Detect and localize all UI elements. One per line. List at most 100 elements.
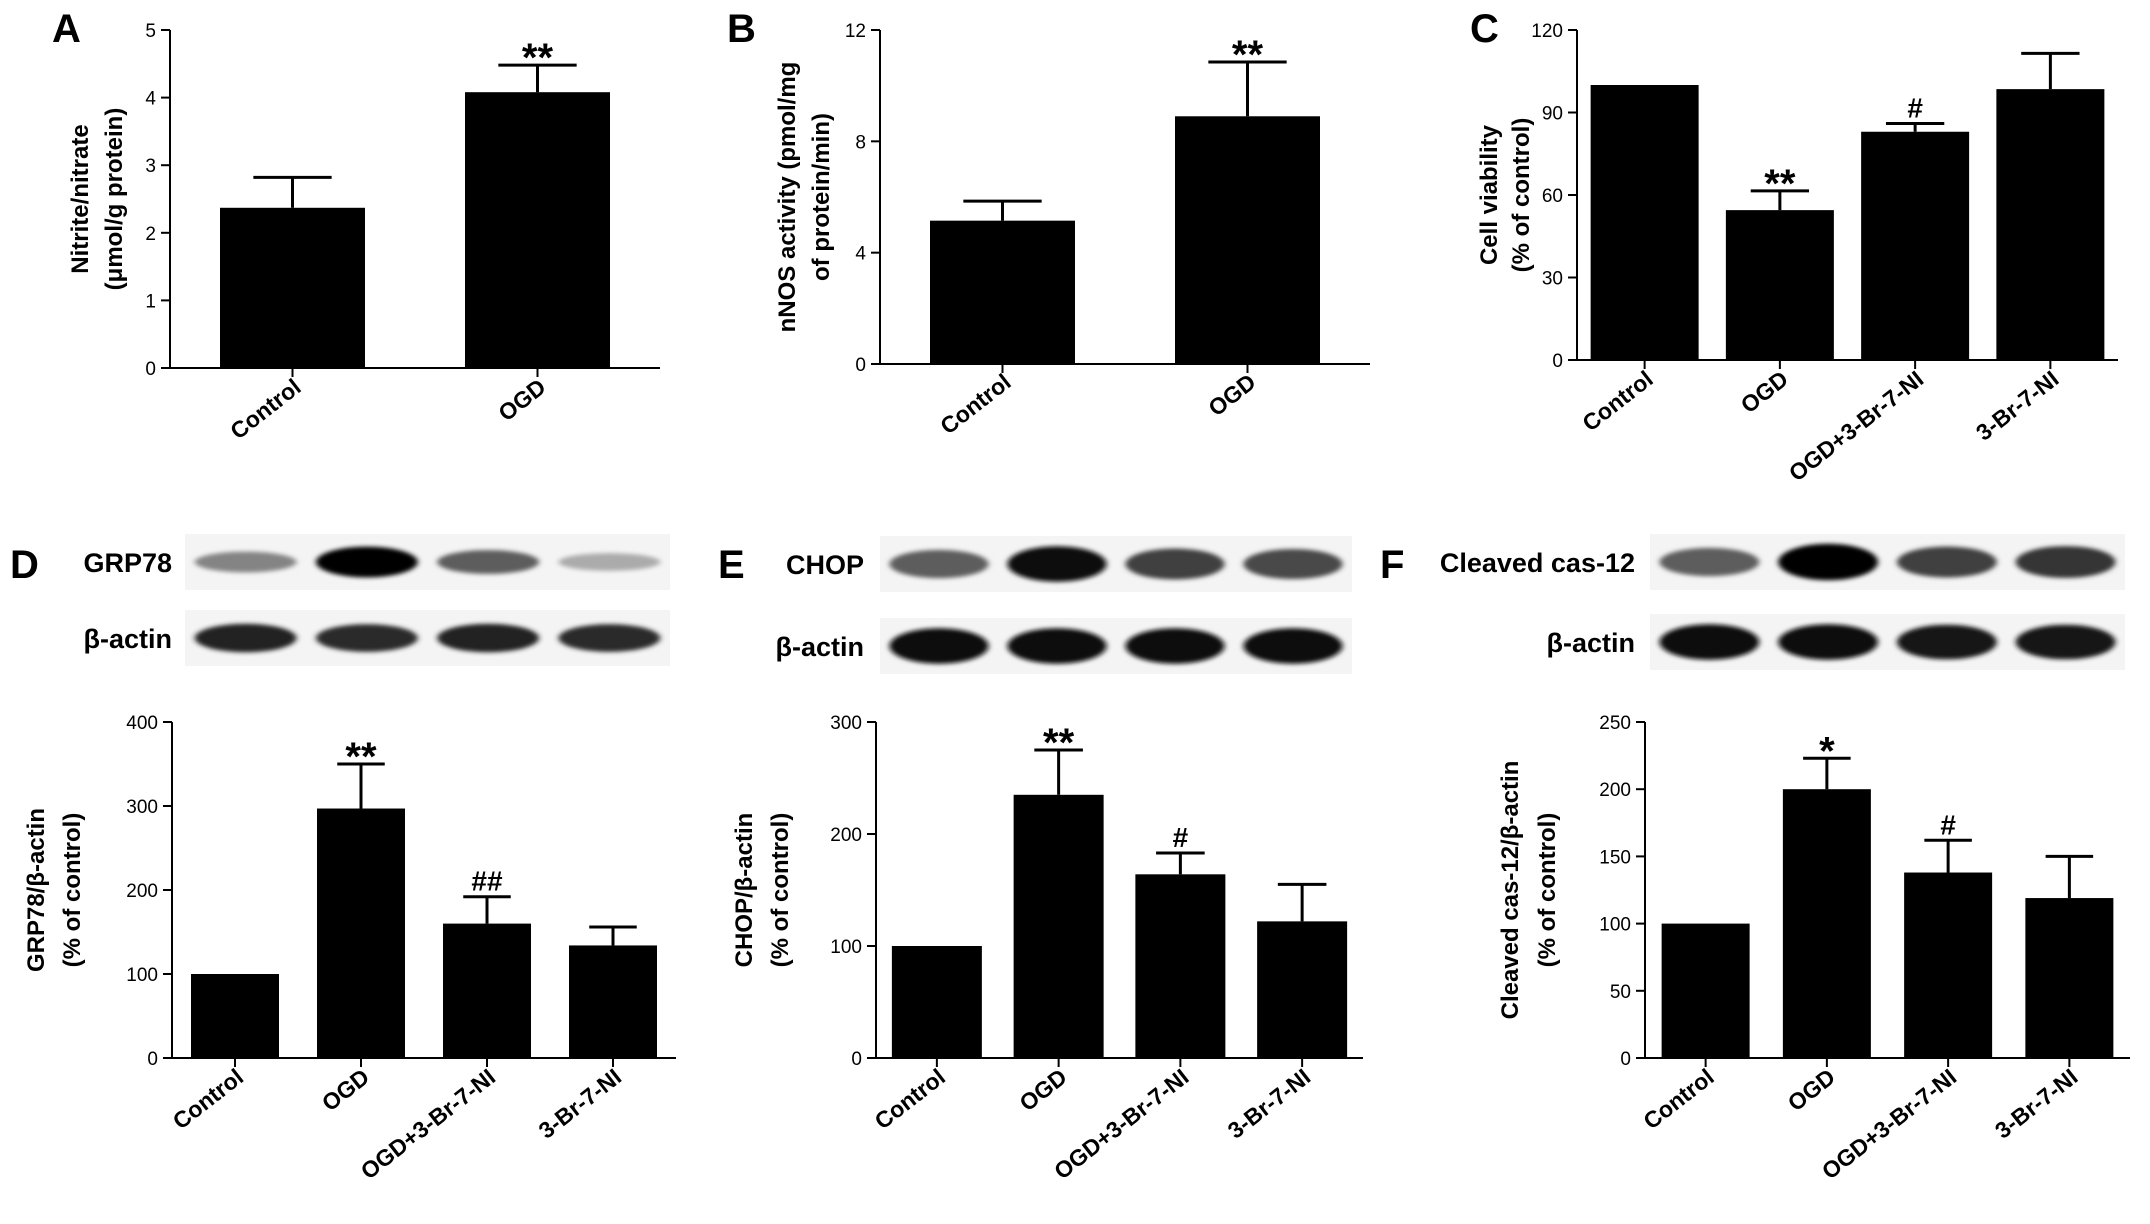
x-category-label: Control: [935, 368, 1015, 439]
bar: [569, 945, 657, 1058]
bar: [1135, 874, 1226, 1058]
chart-panel-b: B 0 4 8 12 nNOS activity (pmol/mg of protein/m…: [727, 7, 1370, 439]
y-axis-label: (μmol/g protein): [101, 108, 128, 291]
bar: [1904, 872, 1993, 1058]
bar: [191, 974, 279, 1058]
significance-marker: **: [522, 36, 554, 80]
blot-label: β-actin: [776, 632, 865, 662]
y-tick-label: 2: [145, 224, 156, 245]
significance-marker: ##: [471, 866, 503, 897]
bar: [1257, 921, 1348, 1058]
y-tick-label: 90: [1542, 104, 1563, 125]
chart-panel-c: C 0 30 60 90 120 Cell viability (% of control) C…: [1470, 7, 2118, 486]
x-category-label: OGD: [1783, 1063, 1840, 1116]
x-category-label: OGD: [1014, 1063, 1071, 1116]
x-category-label: OGD+3-Br-7-NI: [1784, 365, 1928, 486]
y-tick-label: 3: [145, 156, 156, 177]
bar: [1661, 923, 1750, 1058]
y-tick-label: 12: [845, 21, 866, 42]
blot-band: [558, 624, 661, 652]
x-category-label: Control: [168, 1063, 248, 1134]
bar: [465, 92, 610, 368]
y-tick-label: 400: [126, 713, 158, 734]
blot-band: [1659, 624, 1760, 660]
bar: [317, 808, 405, 1058]
y-tick-label: 0: [145, 359, 156, 380]
x-category-label: Control: [225, 373, 305, 444]
significance-marker: **: [1043, 721, 1075, 765]
x-category-label: 3-Br-7-NI: [1223, 1063, 1316, 1143]
blot-band: [1897, 546, 1997, 578]
y-axis-label: Nitrite/nitrate: [67, 124, 94, 273]
chart-panel-a: A 0 1 2 3 4 5 Nitrite/nitrate (μmol/g protein) Co…: [52, 7, 660, 444]
x-category-label: OGD: [1736, 365, 1793, 418]
significance-marker: #: [1907, 93, 1923, 124]
bar: [1782, 789, 1871, 1058]
y-axis-label: (% of control): [767, 813, 794, 968]
x-category-label: OGD: [317, 1063, 374, 1116]
bar: [1590, 85, 1699, 360]
bar: [220, 207, 365, 368]
y-axis-label: Cleaved cas-12/β-actin: [1497, 761, 1524, 1020]
significance-marker: **: [345, 735, 377, 779]
blot-band: [1125, 628, 1225, 664]
panel-letter: C: [1470, 7, 1499, 51]
blot-band: [1778, 543, 1878, 581]
blot-band: [1659, 547, 1760, 577]
y-tick-label: 4: [145, 89, 156, 110]
x-category-label: Control: [1577, 365, 1657, 436]
significance-marker: **: [1232, 33, 1264, 77]
blot-label: GRP78: [83, 548, 172, 578]
blot-band: [1125, 548, 1225, 580]
panel-letter: E: [718, 543, 745, 587]
blot-band: [1243, 628, 1343, 664]
y-axis-label: (% of control): [1508, 118, 1535, 273]
y-tick-label: 5: [145, 21, 156, 42]
y-axis-label: Cell viability: [1476, 124, 1503, 265]
bar: [1175, 116, 1320, 365]
panel-letter: F: [1380, 543, 1404, 587]
y-tick-label: 200: [126, 881, 158, 902]
y-tick-label: 150: [1599, 847, 1631, 868]
blot-band: [889, 628, 989, 664]
blot-band: [437, 623, 540, 653]
y-tick-label: 250: [1599, 713, 1631, 734]
x-category-label: OGD+3-Br-7-NI: [356, 1063, 500, 1184]
x-category-label: 3-Br-7-NI: [1971, 365, 2064, 445]
y-tick-label: 100: [126, 965, 158, 986]
y-axis-label: of protein/min): [808, 113, 835, 281]
y-tick-label: 120: [1531, 21, 1563, 42]
bar: [443, 923, 531, 1058]
y-tick-label: 0: [851, 1049, 862, 1070]
x-category-label: OGD+3-Br-7-NI: [1817, 1063, 1961, 1184]
blot-band: [437, 550, 540, 574]
y-tick-label: 50: [1610, 982, 1631, 1003]
chart-panel-f: F 0 50 100 150 200 250 Cleaved cas-12/β-actin (%…: [1380, 534, 2130, 1184]
blot-band: [1007, 546, 1107, 582]
x-category-label: OGD+3-Br-7-NI: [1049, 1063, 1193, 1184]
bar: [891, 946, 982, 1058]
blot-band: [2015, 546, 2116, 578]
y-tick-label: 1: [145, 291, 156, 312]
bar: [1996, 89, 2105, 360]
y-tick-label: 0: [147, 1049, 158, 1070]
x-category-label: 3-Br-7-NI: [1990, 1063, 2083, 1143]
y-tick-label: 300: [126, 797, 158, 818]
y-axis-label: (% of control): [59, 813, 86, 968]
y-axis-label: GRP78/β-actin: [23, 808, 50, 972]
blot-label: β-actin: [1547, 628, 1636, 658]
y-tick-label: 0: [1620, 1049, 1631, 1070]
y-tick-label: 200: [830, 825, 862, 846]
significance-marker: **: [1764, 162, 1796, 206]
significance-marker: #: [1173, 822, 1189, 853]
x-category-label: 3-Br-7-NI: [534, 1063, 627, 1143]
blot-band: [315, 624, 418, 652]
chart-panel-e: E 0 100 200 300 CHOP/β-actin (% of control) Con…: [718, 536, 1363, 1184]
bar: [1725, 210, 1834, 360]
y-tick-label: 300: [830, 713, 862, 734]
blot-band: [889, 549, 989, 579]
y-tick-label: 4: [855, 244, 866, 265]
x-category-label: OGD: [493, 373, 550, 426]
